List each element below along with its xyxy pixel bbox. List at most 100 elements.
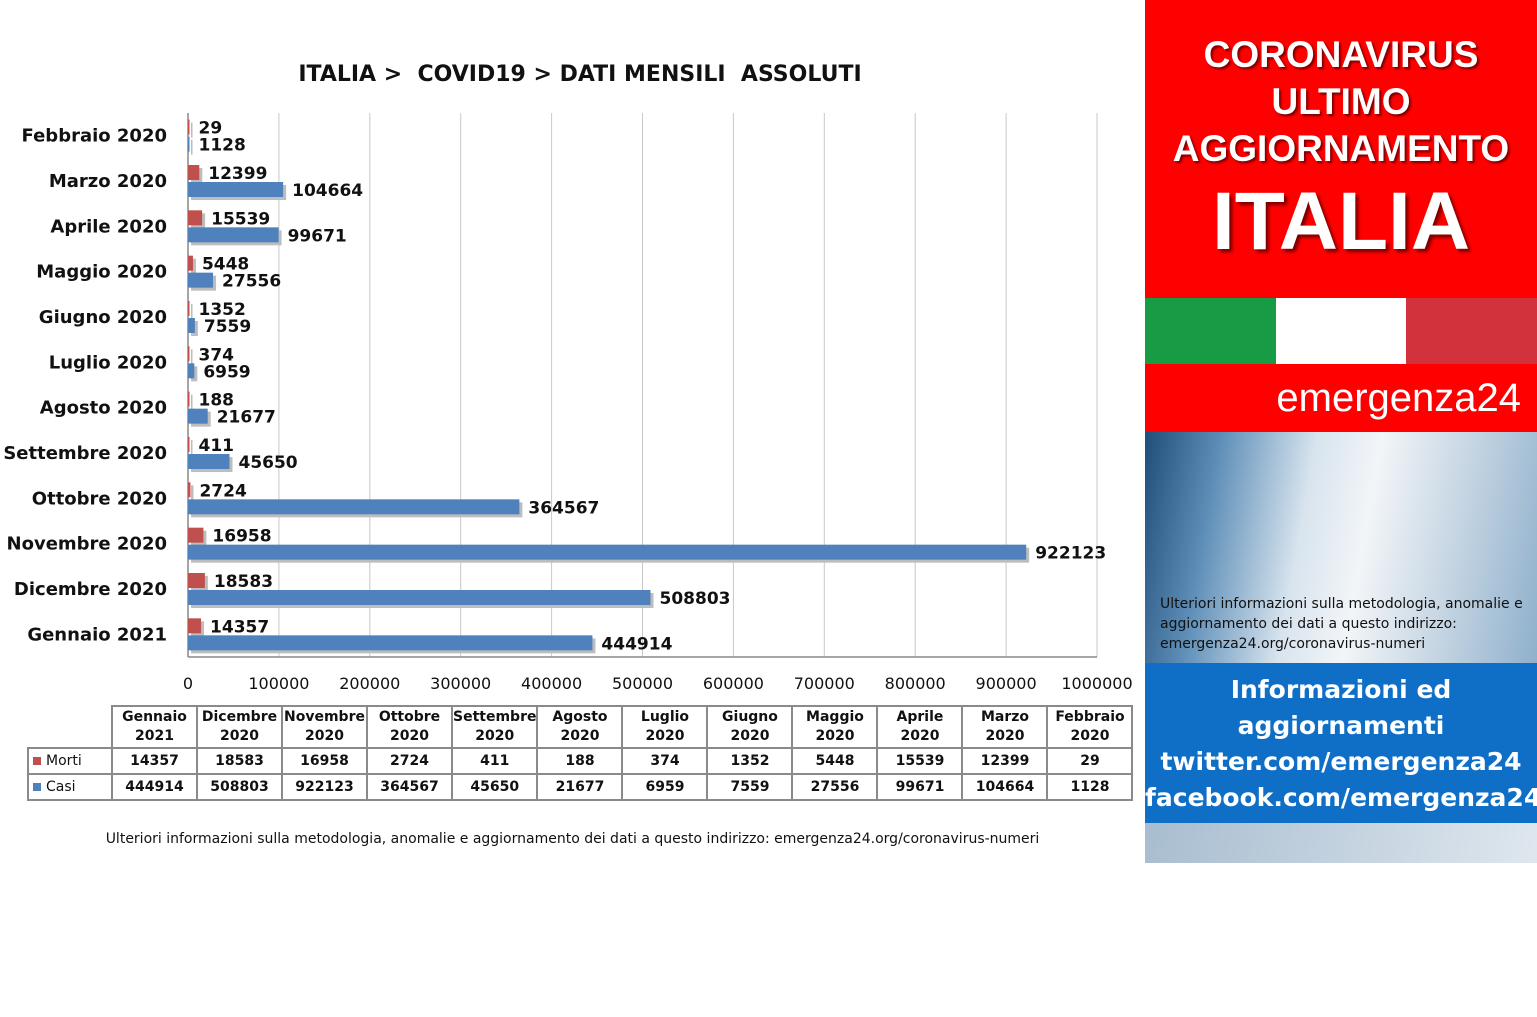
bar-shadow: [191, 123, 193, 138]
category-label: Maggio 2020: [36, 262, 167, 283]
footnote: Ulteriori informazioni sulla metodologia…: [0, 831, 1145, 847]
value-label: 7559: [204, 317, 251, 337]
table-cell: 12399: [962, 748, 1047, 774]
value-label: 411: [199, 436, 235, 456]
category-label: Gennaio 2021: [27, 624, 167, 645]
table-cell: 444914: [112, 774, 197, 800]
table-cell: 374: [622, 748, 707, 774]
table-cell: 14357: [112, 748, 197, 774]
table-cell: 188: [537, 748, 622, 774]
casi-bar: [188, 227, 279, 242]
banner-line-1: CORONAVIRUS: [1145, 31, 1537, 78]
table-cell: 364567: [367, 774, 452, 800]
morti-bar: [188, 573, 205, 588]
value-label: 14357: [210, 617, 269, 637]
italian-flag: [1145, 298, 1537, 364]
side-panel: CORONAVIRUS ULTIMO AGGIORNAMENTO ITALIA …: [1145, 0, 1537, 863]
value-label: 1128: [199, 136, 246, 156]
x-tick-label: 100000: [248, 674, 309, 693]
bar-shadow: [191, 395, 193, 410]
twitter-link[interactable]: twitter.com/emergenza24: [1145, 744, 1537, 780]
info-note: Ulteriori informazioni sulla metodologia…: [1160, 594, 1530, 654]
x-tick-label: 1000000: [1061, 674, 1132, 693]
casi-bar: [188, 318, 195, 333]
table-cell: 1128: [1047, 774, 1132, 800]
morti-bar: [188, 120, 190, 135]
table-cell: 922123: [282, 774, 367, 800]
table-cell: 21677: [537, 774, 622, 800]
brand-name: emergenza24: [1276, 376, 1521, 421]
value-label: 27556: [222, 272, 281, 292]
value-label: 12399: [208, 164, 267, 184]
casi-bar: [188, 273, 213, 288]
table-cell: 18583: [197, 748, 282, 774]
bar-shadow: [191, 440, 193, 455]
table-cell: 15539: [877, 748, 962, 774]
x-tick-label: 500000: [612, 674, 673, 693]
table-cell: 411: [452, 748, 537, 774]
category-label: Aprile 2020: [50, 216, 167, 237]
casi-bar: [188, 499, 519, 514]
value-label: 444914: [601, 634, 672, 654]
country-title: ITALIA: [1145, 176, 1537, 268]
morti-bar: [188, 482, 190, 497]
social-handle: @emergenza24: [1155, 907, 1171, 1017]
value-label: 16958: [212, 527, 271, 547]
facebook-link[interactable]: facebook.com/emergenza24: [1145, 780, 1537, 816]
x-tick-label: 0: [183, 674, 193, 693]
value-label: 99671: [288, 226, 347, 246]
casi-bar: [188, 182, 283, 197]
category-label: Marzo 2020: [49, 171, 167, 192]
table-cell: 6959: [622, 774, 707, 800]
table-cell: 5448: [792, 748, 877, 774]
table-header-cell: Luglio 2020: [622, 706, 707, 748]
category-label: Settembre 2020: [3, 443, 167, 464]
legend-swatch: [33, 757, 41, 765]
casi-bar: [188, 590, 651, 605]
category-label: Novembre 2020: [7, 534, 167, 555]
value-label: 922123: [1035, 544, 1106, 564]
value-label: 18583: [214, 572, 273, 592]
x-tick-label: 900000: [976, 674, 1037, 693]
category-label: Dicembre 2020: [14, 579, 167, 600]
value-label: 15539: [211, 209, 270, 229]
category-label: Luglio 2020: [49, 352, 167, 373]
table-cell: 7559: [707, 774, 792, 800]
chart-panel: ITALIA > COVID19 > DATI MENSILI ASSOLUTI…: [0, 0, 1145, 863]
banner-line-3: AGGIORNAMENTO: [1145, 125, 1537, 172]
bar-shadow: [191, 140, 193, 155]
legend-swatch: [33, 783, 41, 791]
social-box: Informazioni ed aggiornamenti twitter.co…: [1145, 663, 1537, 823]
flag-white-stripe: [1276, 298, 1407, 364]
x-tick-label: 600000: [703, 674, 764, 693]
value-label: 508803: [660, 589, 731, 609]
morti-bar: [188, 301, 190, 316]
x-tick-label: 200000: [339, 674, 400, 693]
category-label: Giugno 2020: [39, 307, 167, 328]
table-cell: 1352: [707, 748, 792, 774]
brand-bar: emergenza24: [1145, 364, 1537, 432]
x-tick-label: 700000: [794, 674, 855, 693]
table-corner: [28, 706, 112, 748]
flag-red-stripe: [1406, 298, 1537, 364]
social-line-2: aggiornamenti: [1145, 708, 1537, 744]
table-cell: 16958: [282, 748, 367, 774]
morti-bar: [188, 256, 193, 271]
morti-bar: [188, 528, 203, 543]
table-cell: 508803: [197, 774, 282, 800]
morti-bar: [188, 618, 201, 633]
value-label: 364567: [528, 498, 599, 518]
category-label: Agosto 2020: [40, 398, 167, 419]
x-tick-label: 300000: [430, 674, 491, 693]
social-line-1: Informazioni ed: [1145, 672, 1537, 708]
